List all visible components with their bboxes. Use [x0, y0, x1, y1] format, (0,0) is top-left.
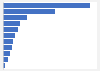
Bar [3, 15, 27, 20]
Bar [3, 3, 90, 8]
Bar [3, 63, 5, 68]
Bar [3, 21, 20, 26]
Bar [3, 9, 55, 14]
Bar [3, 33, 15, 38]
Bar [3, 57, 8, 62]
Bar [3, 45, 12, 50]
Bar [3, 39, 13, 44]
Bar [3, 51, 10, 56]
Bar [3, 27, 18, 32]
